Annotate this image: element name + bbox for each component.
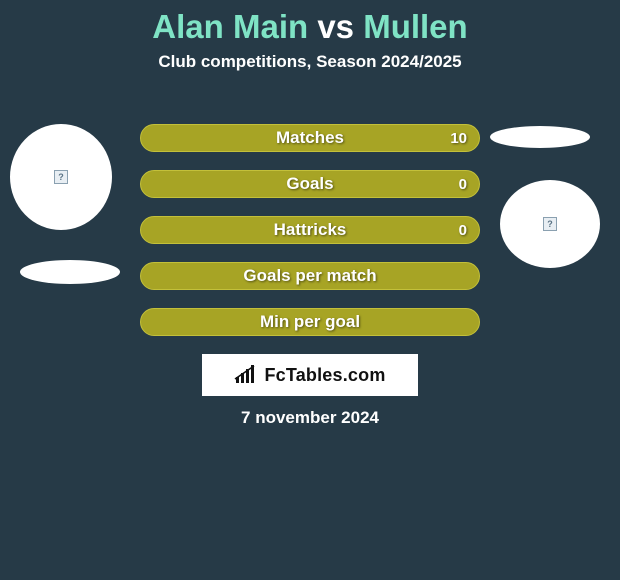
stat-label: Min per goal — [260, 312, 360, 332]
player-left-name: Alan Main — [152, 8, 308, 45]
stat-right-value: 0 — [459, 222, 467, 239]
stat-right-value: 10 — [450, 130, 467, 147]
stat-right-value: 0 — [459, 176, 467, 193]
stat-label: Goals per match — [243, 266, 376, 286]
player-left-shadow — [20, 260, 120, 284]
player-right-name: Mullen — [363, 8, 468, 45]
player-left-avatar: ? — [10, 124, 112, 230]
stat-row: Goals per match — [140, 262, 480, 290]
date-text: 7 november 2024 — [0, 408, 620, 428]
stat-label: Hattricks — [274, 220, 347, 240]
stat-label: Goals — [286, 174, 333, 194]
page-title: Alan Main vs Mullen — [0, 0, 620, 46]
stat-row: Min per goal — [140, 308, 480, 336]
stat-row: Hattricks 0 — [140, 216, 480, 244]
subtitle: Club competitions, Season 2024/2025 — [0, 52, 620, 72]
player-right-avatar: ? — [500, 180, 600, 268]
stat-row: Goals 0 — [140, 170, 480, 198]
brand-text: FcTables.com — [264, 365, 385, 386]
bar-chart-icon — [234, 365, 258, 385]
vs-text: vs — [317, 8, 363, 45]
image-placeholder-icon: ? — [543, 217, 557, 231]
brand-badge: FcTables.com — [202, 354, 418, 396]
stats-list: Matches 10 Goals 0 Hattricks 0 Goals per… — [140, 124, 480, 354]
image-placeholder-icon: ? — [54, 170, 68, 184]
stat-label: Matches — [276, 128, 344, 148]
stat-row: Matches 10 — [140, 124, 480, 152]
player-right-shadow — [490, 126, 590, 148]
